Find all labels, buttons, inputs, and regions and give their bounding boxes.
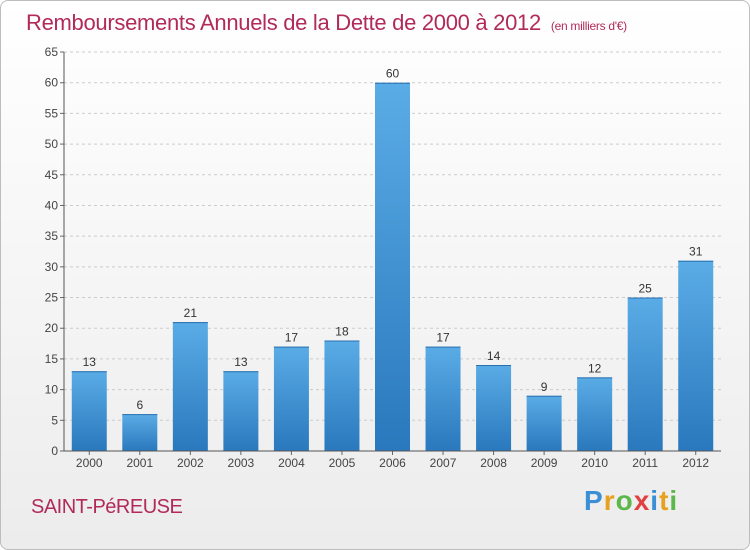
x-tick-label-2000: 2000: [76, 456, 103, 470]
y-tick-label: 30: [45, 260, 59, 274]
bar-2005: [324, 340, 360, 451]
y-tick-label: 25: [45, 291, 59, 305]
bar-2012: [678, 260, 714, 451]
x-tick-label-2001: 2001: [126, 456, 153, 470]
x-tick-label-2008: 2008: [480, 456, 507, 470]
bars: 13 6 21 13 17 18 60 17 14 9 12 25 31: [71, 67, 714, 451]
chart-title: Remboursements Annuels de la Dette de 20…: [26, 10, 627, 36]
logo-letter: r: [603, 485, 616, 516]
bar-2011: [627, 297, 663, 451]
title-text: Remboursements Annuels de la Dette de 20…: [26, 10, 541, 35]
y-tick-label: 15: [45, 352, 59, 366]
bar-2002: [172, 322, 208, 451]
y-axis-ticks: 0 5 10 15 20 25 30 35 40 45 50 55 60 65: [45, 45, 64, 458]
logo-letter: o: [615, 485, 634, 516]
y-tick-label: 0: [51, 444, 58, 458]
y-tick-label: 65: [45, 45, 59, 59]
x-tick-label-2009: 2009: [531, 456, 558, 470]
x-tick-label-2004: 2004: [278, 456, 305, 470]
x-tick-label-2003: 2003: [228, 456, 255, 470]
bar-2001: [122, 414, 158, 451]
data-label-2008: 14: [487, 349, 501, 363]
data-label-2010: 12: [588, 361, 602, 375]
logo-letter: i: [669, 485, 679, 516]
y-tick-label: 45: [45, 168, 59, 182]
bar-2009: [526, 395, 562, 451]
unit-subtitle: (en milliers d'€): [550, 19, 627, 33]
data-label-2004: 17: [285, 331, 299, 345]
data-label-2000: 13: [83, 355, 97, 369]
bar-2010: [577, 377, 613, 451]
y-tick-label: 60: [45, 76, 59, 90]
x-tick-label-2010: 2010: [581, 456, 608, 470]
data-label-2002: 21: [184, 306, 198, 320]
data-label-2003: 13: [234, 355, 248, 369]
logo-letter: x: [633, 485, 651, 516]
commune-name: SAINT-PéREUSE: [31, 496, 183, 518]
x-tick-label-2005: 2005: [329, 456, 356, 470]
bar-2008: [476, 365, 512, 451]
bar-2006: [375, 82, 410, 451]
data-label-2006: 60: [386, 67, 400, 81]
data-label-2011: 25: [639, 282, 653, 296]
logo-letter: i: [650, 485, 660, 516]
y-tick-label: 10: [45, 383, 59, 397]
data-label-2012: 31: [689, 245, 703, 259]
logo-letter: t: [659, 485, 670, 516]
y-tick-label: 55: [45, 106, 59, 120]
y-tick-label: 50: [45, 137, 59, 151]
bar-2004: [273, 346, 309, 451]
bar-2003: [223, 371, 259, 451]
x-axis-ticks: 2000 2001 2002 2003 2004 2005 2006 2007 2008 2009…: [76, 451, 709, 470]
y-tick-label: 40: [45, 198, 59, 212]
y-tick-label: 5: [51, 413, 58, 427]
x-tick-label-2012: 2012: [682, 456, 709, 470]
data-label-2009: 9: [541, 380, 548, 394]
logo-letter: P: [584, 485, 604, 516]
y-tick-label: 35: [45, 229, 59, 243]
x-tick-label-2002: 2002: [177, 456, 204, 470]
data-label-2001: 6: [136, 398, 143, 412]
y-tick-label: 20: [45, 321, 59, 335]
x-tick-label-2007: 2007: [430, 456, 457, 470]
data-label-2005: 18: [335, 325, 349, 339]
bar-2007: [425, 346, 461, 451]
proxiti-logo: Proxiti: [584, 485, 678, 517]
data-label-2007: 17: [436, 331, 450, 345]
x-tick-label-2011: 2011: [632, 456, 658, 470]
bar-chart: 0 5 10 15 20 25 30 35 40 45 50 55 60 65 13 6 21 13 17 18 60…: [45, 45, 721, 470]
x-tick-label-2006: 2006: [379, 456, 406, 470]
bar-2000: [71, 371, 107, 451]
